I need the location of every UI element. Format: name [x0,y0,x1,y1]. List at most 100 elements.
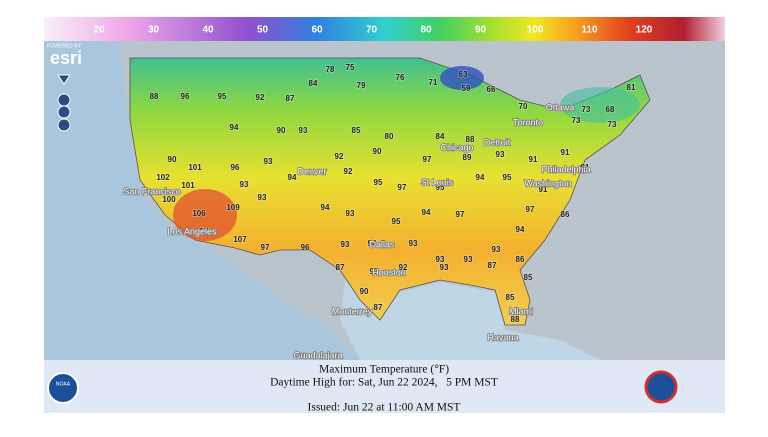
scale-labels: 20 30 40 50 60 70 80 90 100 110 120 [93,25,652,36]
temperature-label: 106 [192,209,206,218]
city-label: Monterrey [332,306,373,316]
temperature-label: 93 [240,180,249,189]
scale-label: 30 [148,25,160,36]
city-label: Toronto [513,117,543,127]
scale-label: 60 [311,25,323,36]
zoom-in[interactable] [57,93,71,107]
temperature-label: 87 [286,94,295,103]
temperature-label: 94 [368,239,377,248]
zoom-out[interactable] [57,118,71,132]
temperature-label: 93 [299,126,308,135]
temperature-label: 87 [488,261,497,270]
gulf [340,280,600,360]
scale-label: 70 [366,25,378,36]
temperature-label: 79 [357,81,366,90]
temperature-label: 85 [352,126,361,135]
city-label: Chicago [440,142,473,152]
temperature-label: 102 [156,173,170,182]
city-label: Houston [372,267,406,277]
scale-label: 110 [581,25,598,36]
temperature-label: 73 [572,116,581,125]
temperature-label: 94 [321,203,330,212]
esri-powered: POWERED BY [47,43,82,49]
noaa-logo [47,372,79,404]
temperature-label: 93 [370,267,379,276]
temperature-label: 91 [561,148,570,157]
temperature-label: 67 [552,104,561,113]
temperature-label: 93 [409,239,418,248]
color-scale [44,17,725,41]
temperature-label: 95 [218,92,227,101]
temperature-label: 100 [162,195,176,204]
temperature-label: 97 [398,183,407,192]
temperature-label: 93 [464,255,473,264]
temperature-label: 84 [436,132,445,141]
footer-subtitle: Daytime High for: Sat, Jun 22 2024, 5 PM… [270,377,498,389]
temperature-label: 71 [429,78,438,87]
temperature-label: 93 [341,240,350,249]
temperature-label: 73 [608,120,617,129]
temperature-label: 93 [496,150,505,159]
city-label: San Francisco [123,186,181,196]
temperature-label: 94 [516,225,525,234]
temperature-label: 101 [188,163,202,172]
temperature-label: 97 [456,210,465,219]
scale-label: 50 [257,25,269,36]
temperature-label: 93 [264,157,273,166]
city-label: Ottawa [546,102,575,112]
temperature-label: 92 [344,167,353,176]
temperature-label: 91 [539,185,548,194]
temperature-label: 107 [233,235,247,244]
temperature-label: 97 [261,243,270,252]
temperature-label: 90 [277,126,286,135]
temperature-label: 93 [492,245,501,254]
scale-label: 40 [202,25,214,36]
city-label: Los Angeles [167,226,217,236]
footer-issued: Issued: Jun 22 at 11:00 AM MST [308,402,461,414]
temperature-label: 68 [606,105,615,114]
temperature-label: 88 [511,315,520,324]
cool-area [440,66,484,90]
temperature-label: 92 [335,152,344,161]
city-label: Havana [487,332,518,342]
temperature-label: 70 [519,102,528,111]
temperature-label: 90 [360,287,369,296]
temperature-label: 87 [336,263,345,272]
globe[interactable] [57,105,71,119]
temperature-label: 95 [503,173,512,182]
city-label: Washington [524,178,571,188]
city-label: Detroit [484,137,511,147]
temperature-label: 92 [256,93,265,102]
temperature-label: 59 [462,84,471,93]
scale-label: 90 [475,25,487,36]
city-label: Denver [297,166,326,176]
temperature-label: 88 [150,92,159,101]
temperature-label: 91 [529,155,538,164]
pacific-ocean [44,41,360,360]
temperature-label: 87 [374,303,383,312]
temperature-label: 75 [346,63,355,72]
us-land [129,57,651,326]
temperature-label: 94 [230,123,239,132]
scale-label: 80 [420,25,432,36]
temperature-label: 85 [506,293,515,302]
esri-logo: esri [50,48,82,68]
temperature-label: 66 [487,85,496,94]
cool-area [560,87,640,123]
temperature-label: 86 [561,210,570,219]
temperature-label: 93 [440,263,449,272]
city-labels: San Francisco Los Angeles Denver Chicago Det… [122,102,591,362]
temperature-label: 97 [200,227,209,236]
temperature-label: 85 [524,273,533,282]
temperature-label: 80 [385,132,394,141]
heat-area [173,189,237,241]
city-label: Miami [509,306,533,316]
temperature-label: 78 [326,65,335,74]
temperature-label: 95 [392,217,401,226]
nav-home[interactable] [57,74,71,85]
temperature-label: 96 [301,243,310,252]
temperature-label: 93 [346,209,355,218]
city-label: Dallas [369,239,395,249]
temperature-label: 90 [168,155,177,164]
temperature-label: 84 [309,79,318,88]
